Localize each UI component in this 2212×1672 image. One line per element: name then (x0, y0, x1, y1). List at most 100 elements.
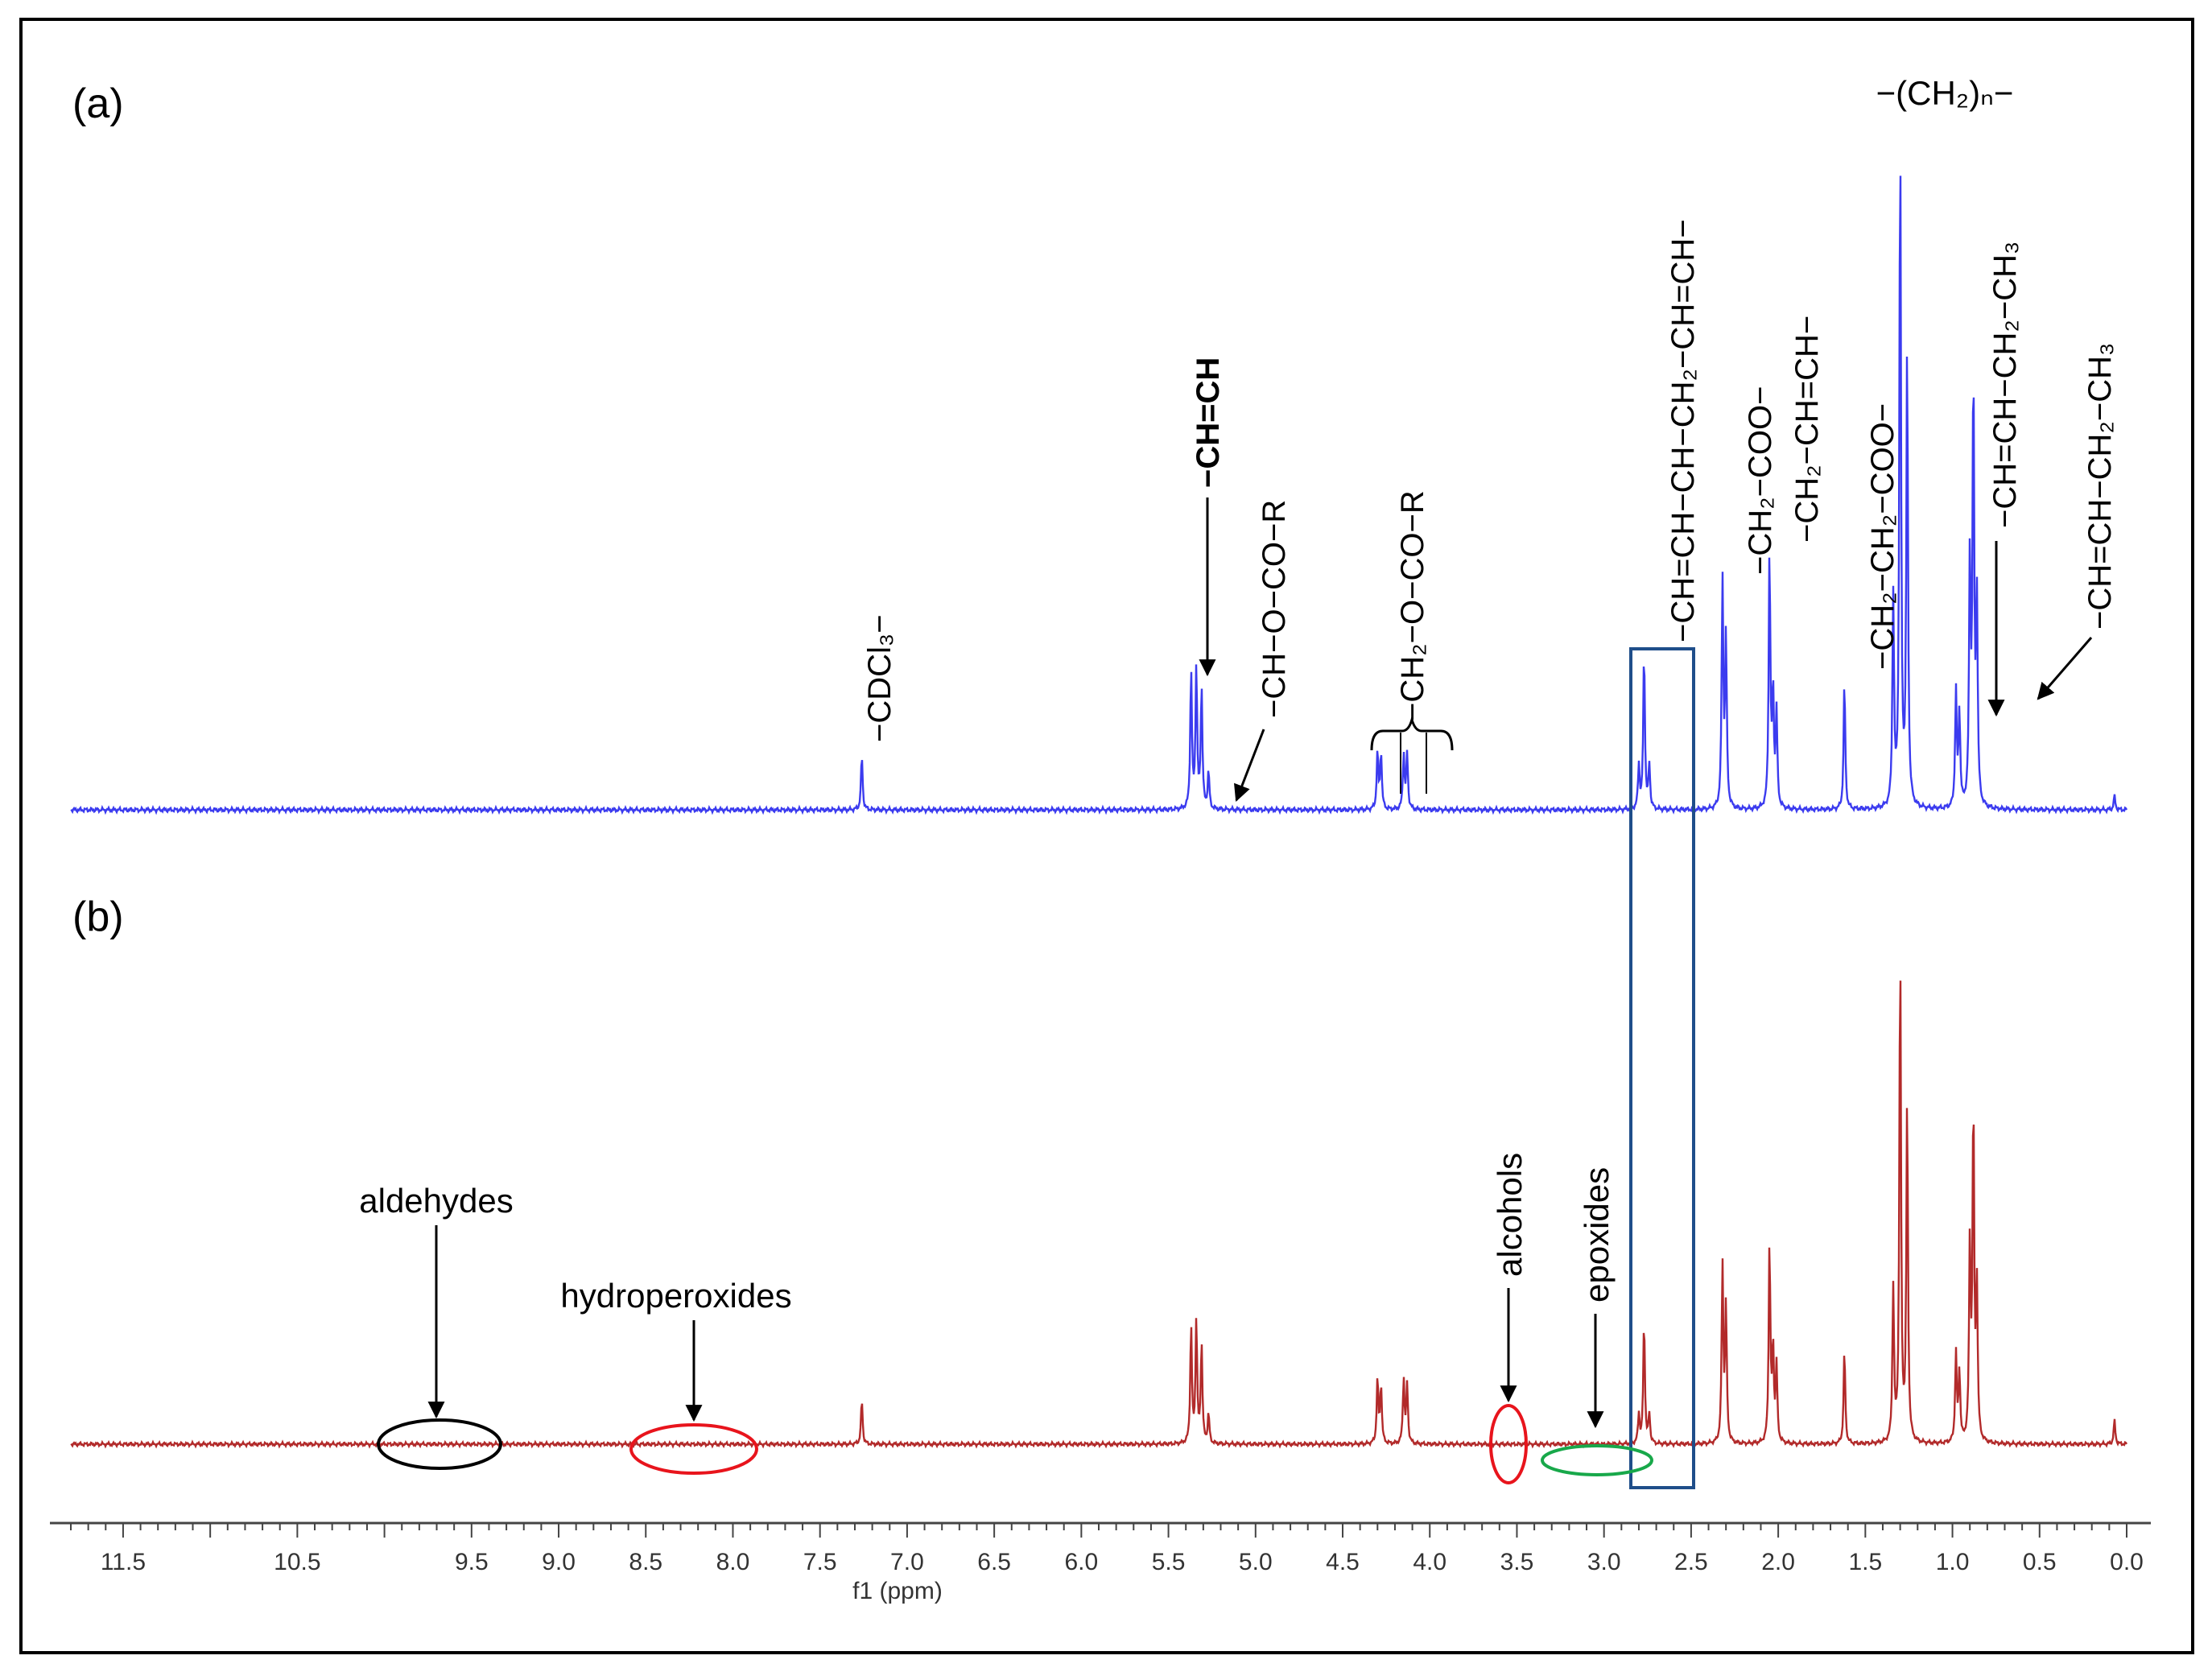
peak-a-7 (1402, 753, 1405, 756)
peak-b-9 (1637, 1413, 1640, 1416)
annotation-epoxides: epoxides (1578, 1167, 1616, 1303)
epoxides-region-marker (1541, 1444, 1653, 1476)
peak-b-24 (1972, 1105, 1975, 1108)
x-tick-label: 5.5 (1152, 1549, 1186, 1575)
peak-b-15 (1772, 1348, 1775, 1351)
x-tick-label: 1.0 (1936, 1549, 1970, 1575)
x-tick-label: 6.0 (1064, 1549, 1098, 1575)
alcohols-region-marker (1489, 1404, 1528, 1484)
hydroperoxides-region-marker (629, 1423, 758, 1475)
peak-b-3 (1200, 1342, 1203, 1345)
peak-a-21 (1954, 692, 1958, 696)
peak-b-17 (1843, 1348, 1846, 1351)
peak-a-19 (1899, 128, 1902, 131)
peak-b-23 (1968, 1248, 1971, 1251)
peak-b-5 (1376, 1377, 1379, 1381)
peak-a-5 (1376, 750, 1379, 753)
x-axis-label: f1 (ppm) (852, 1578, 943, 1604)
peak-b-16 (1775, 1366, 1778, 1369)
peak-b-20 (1905, 1100, 1909, 1103)
x-tick-label: 9.0 (542, 1549, 576, 1575)
peak-b-7 (1402, 1377, 1405, 1381)
peak-a-1 (1190, 669, 1193, 672)
peak-a-17 (1843, 679, 1846, 683)
x-tick-label: 9.5 (455, 1549, 489, 1575)
x-tick-label: 2.0 (1761, 1549, 1795, 1575)
annotation-alcohols: alcohols (1491, 1153, 1529, 1277)
arrow-ch3-2 (2037, 637, 2093, 700)
peak-b-22 (1958, 1372, 1961, 1375)
x-tick-label: 8.5 (629, 1549, 662, 1575)
annotation-ch2coo: −CH₂−COO− (1743, 386, 1778, 576)
x-tick-label: 2.5 (1674, 1549, 1708, 1575)
peak-marks (860, 128, 2116, 1422)
spectrum-b-line (70, 980, 2128, 1449)
annotation-ch2-ocor: −CH₂−O−CO−R (1395, 490, 1430, 721)
x-tick-label: 0.0 (2110, 1549, 2144, 1575)
x-tick-label: 3.0 (1587, 1549, 1621, 1575)
x-tick-label: 11.5 (101, 1549, 146, 1575)
peak-b-19 (1899, 946, 1902, 949)
peak-b-4 (1207, 1413, 1210, 1416)
peak-b-13 (1724, 1307, 1727, 1310)
annotation-cdcl3: −CDCl₃− (862, 614, 898, 742)
bisallylic-highlight-box (1629, 647, 1695, 1489)
x-tick-label: 6.5 (977, 1549, 1011, 1575)
aldehydes-region-marker (377, 1418, 502, 1470)
peak-a-0 (860, 753, 864, 757)
annotation-ch3-2: −CH=CH−CH₂−CH₃ (2082, 343, 2118, 630)
peak-b-18 (1892, 1289, 1895, 1292)
annotation-hydroperoxides: hydroperoxides (560, 1277, 791, 1315)
peak-a-26 (2113, 795, 2116, 798)
peak-a-8 (1405, 753, 1409, 756)
panel-a-label: (a) (72, 81, 124, 127)
peak-a-24 (1972, 373, 1975, 376)
peak-b-14 (1768, 1241, 1771, 1245)
x-tick-label: 7.0 (890, 1549, 924, 1575)
annotation-ch3-lin: −CH=CH−CH₂−CH₃ (1987, 242, 2023, 528)
x-tick-label: 7.5 (803, 1549, 837, 1575)
peak-a-6 (1380, 750, 1383, 753)
peak-a-22 (1958, 713, 1961, 716)
peak-b-0 (860, 1398, 864, 1402)
peak-a-13 (1724, 638, 1727, 642)
peak-a-12 (1721, 580, 1724, 584)
x-tick-label: 4.0 (1413, 1549, 1446, 1575)
peak-a-23 (1968, 564, 1971, 567)
x-axis-ticks: 11.5 10.5 9.5 9.0 8.5 8.0 7.5 7.0 6.5 6.0 5.5 5.0 4.… (70, 1523, 2144, 1575)
peak-b-25 (1975, 1289, 1979, 1292)
annotation-ch2n: −(CH₂)ₙ− (1876, 74, 2014, 112)
x-tick-label: 0.5 (2023, 1549, 2057, 1575)
peak-a-25 (1975, 605, 1979, 608)
annotation-bisallylic: −CH=CH−CH−CH₂−CH=CH− (1665, 219, 1701, 642)
x-tick-label: 5.0 (1239, 1549, 1273, 1575)
peak-b-1 (1190, 1324, 1193, 1327)
figure-frame: (a) (b) 11.5 10.5 9.5 9.0 8.5 8.0 7.5 7.0 6.5 6.0… (19, 18, 2194, 1654)
spectrum-a-line (70, 175, 2128, 815)
peak-a-2 (1195, 666, 1198, 669)
annotation-ch-ocor: −CH−O−CO−R (1257, 500, 1292, 718)
peak-a-16 (1775, 713, 1778, 716)
peak-a-15 (1772, 692, 1775, 696)
peak-b-12 (1721, 1265, 1724, 1269)
peak-b-2 (1195, 1319, 1198, 1322)
peak-a-20 (1905, 345, 1909, 349)
bracket-ch2-ocor (1370, 715, 1454, 751)
x-tick-label: 10.5 (274, 1549, 320, 1575)
peak-b-11 (1648, 1413, 1651, 1416)
peak-a-9 (1637, 764, 1640, 767)
x-tick-label: 8.0 (716, 1549, 750, 1575)
peak-b-6 (1380, 1384, 1383, 1387)
annotation-chch: −CH=CH (1191, 357, 1226, 488)
x-tick-label: 3.5 (1500, 1549, 1534, 1575)
panel-b-label: (b) (72, 894, 124, 940)
peak-a-3 (1200, 686, 1203, 689)
nmr-spectra-chart: (a) (b) 11.5 10.5 9.5 9.0 8.5 8.0 7.5 7.0 6.5 6.0… (50, 74, 2151, 1604)
annotation-allylic: −CH₂−CH=CH− (1789, 316, 1825, 543)
annotation-ch2ch2coo: −CH₂−CH₂−COO− (1865, 403, 1900, 670)
peak-b-21 (1954, 1354, 1958, 1357)
x-tick-label: 4.5 (1326, 1549, 1360, 1575)
peak-b-8 (1405, 1384, 1409, 1387)
peak-b-26 (2113, 1419, 2116, 1422)
peak-a-4 (1207, 771, 1210, 774)
